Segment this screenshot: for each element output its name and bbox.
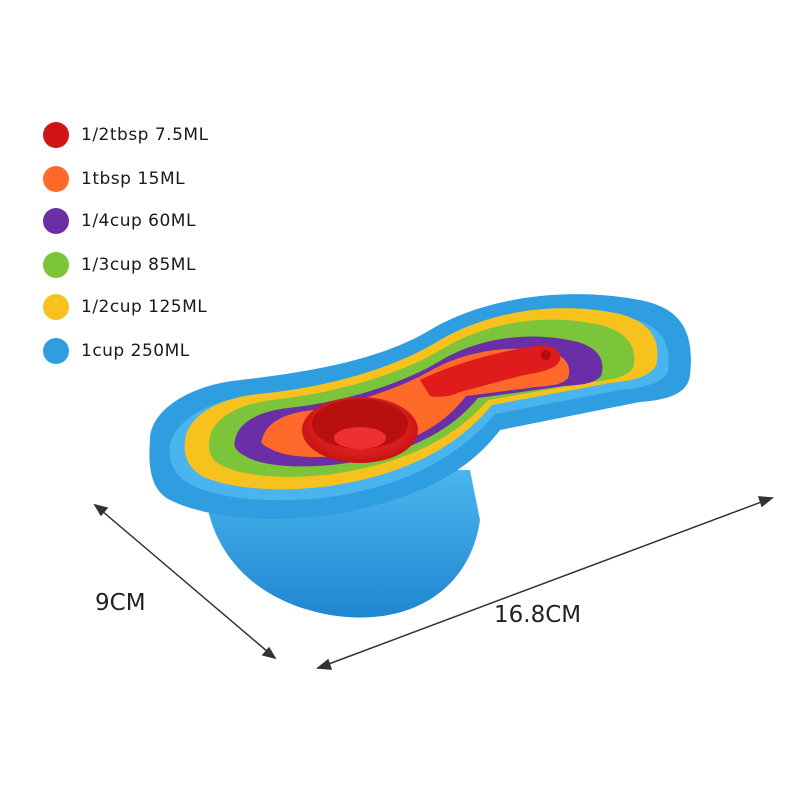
purple-swatch-icon bbox=[43, 208, 69, 234]
legend-item-cup: 1cup 250ML bbox=[43, 336, 190, 366]
legend-item-tbsp: 1tbsp 15ML bbox=[43, 164, 185, 194]
legend-item-half-cup: 1/2cup 125ML bbox=[43, 292, 207, 322]
legend-item-half-tbsp: 1/2tbsp 7.5ML bbox=[43, 120, 209, 150]
blue-swatch-icon bbox=[43, 338, 69, 364]
length-dimension-label: 16.8CM bbox=[494, 602, 582, 628]
legend-item-quarter-cup: 1/4cup 60ML bbox=[43, 206, 196, 236]
legend-label: 1tbsp 15ML bbox=[81, 169, 186, 189]
legend-label: 1/2tbsp 7.5ML bbox=[81, 125, 209, 145]
length-dimension-line bbox=[316, 496, 774, 670]
width-dimension-label: 9CM bbox=[95, 590, 146, 616]
legend-label: 1cup 250ML bbox=[81, 341, 190, 361]
red-spoon bbox=[302, 345, 561, 463]
legend-label: 1/2cup 125ML bbox=[81, 297, 208, 317]
width-dimension-line bbox=[93, 503, 277, 660]
legend-item-third-cup: 1/3cup 85ML bbox=[43, 250, 196, 280]
legend-label: 1/4cup 60ML bbox=[81, 211, 196, 231]
orange-swatch-icon bbox=[43, 166, 69, 192]
red-swatch-icon bbox=[43, 122, 69, 148]
legend-label: 1/3cup 85ML bbox=[81, 255, 196, 275]
green-swatch-icon bbox=[43, 252, 69, 278]
yellow-swatch-icon bbox=[43, 294, 69, 320]
